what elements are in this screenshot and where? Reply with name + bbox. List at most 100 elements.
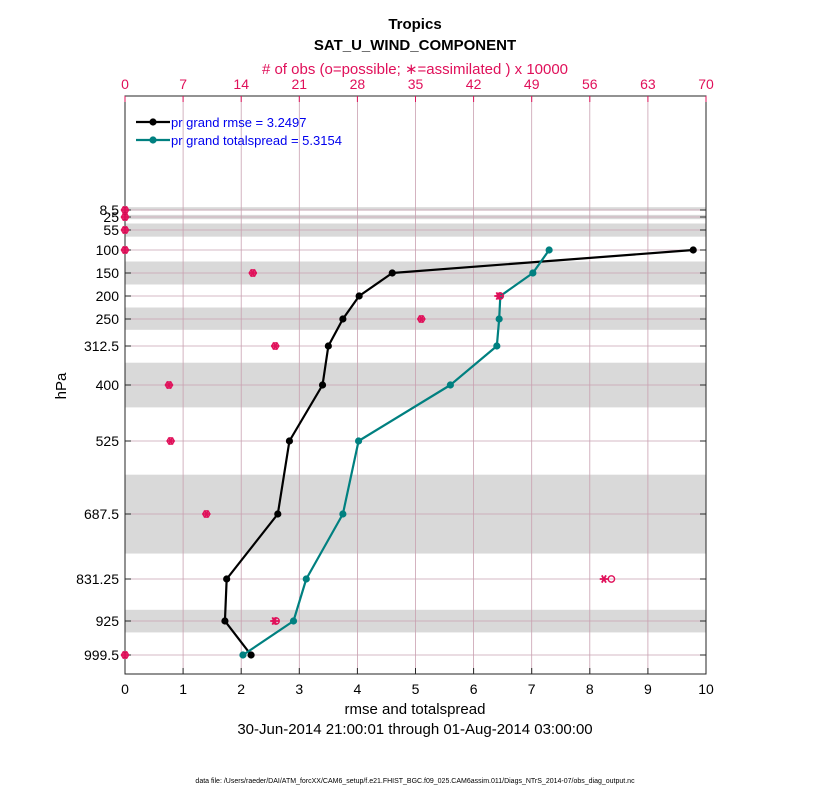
obs-assimilated-marker [599,574,609,584]
asterisk-stroke [167,436,174,446]
data-point-rmse [339,315,347,323]
obs-assimilated-marker [417,314,426,324]
y-tick-label: 25 [103,209,119,225]
top-tick-label: 0 [121,76,129,92]
obs-possible-marker [607,575,616,583]
obs-assimilated-marker [120,650,130,660]
asterisk-stroke [122,245,128,255]
asterisk-stroke [122,212,128,222]
obs-assimilated-marker [202,509,211,519]
asterisk-stroke [272,341,279,351]
x-tick-label: 8 [586,681,594,697]
data-point-rmse [221,617,229,625]
date-range: 30-Jun-2014 21:00:01 through 01-Aug-2014… [237,721,592,738]
asterisk-stroke [122,225,128,235]
obs-assimilated-marker [120,245,130,255]
obs-assimilated-marker [494,291,503,301]
asterisk-stroke [271,616,278,626]
data-point-totalspread [545,246,553,254]
asterisk-stroke [122,205,128,215]
x-tick-label: 2 [237,681,245,697]
x-tick-label: 4 [354,681,362,697]
data-point-totalspread [239,651,247,659]
data-point-totalspread [529,269,537,277]
legend: pr grand rmse = 3.2497 pr grand totalspr… [136,115,342,148]
x-tick-label: 7 [528,681,536,697]
asterisk-stroke [418,314,425,324]
y-tick-label: 312.5 [84,338,119,354]
y-tick-label: 400 [96,377,120,393]
top-tick-label: 14 [233,76,249,92]
x-tick-label: 3 [295,681,303,697]
obs-assimilated-marker [270,616,279,626]
data-point-totalspread [289,617,298,625]
obs-assimilated-marker [248,268,258,278]
obs-assimilated-marker [166,436,175,446]
axis-ticks: 0 1 2 3 4 5 6 7 8 9 100 7 14 21 28 35 42 49 56 63 708.525551… [76,76,714,697]
legend-rmse-marker [149,118,157,126]
obs-assimilated-marker [120,225,130,235]
y-tick-label: 999.5 [84,647,119,663]
y-tick-label: 200 [96,288,120,304]
obs-assimilated-marker [120,212,130,222]
data-point-totalspread [339,510,347,518]
obs-assimilated-marker [164,380,174,390]
data-point-totalspread [493,342,501,350]
asterisk-stroke [203,509,210,519]
y-tick-label: 150 [96,265,120,281]
top-tick-label: 70 [698,76,714,92]
top-tick-label: 21 [292,76,308,92]
x-tick-label: 1 [179,681,187,697]
legend-rmse-label: pr grand rmse = 3.2497 [171,115,307,130]
series-lines [221,246,697,659]
top-tick-label: 49 [524,76,540,92]
data-point-rmse [223,575,231,583]
grid-lines [125,96,706,674]
y-tick-label: 250 [96,311,120,327]
chart-title: Tropics [388,16,441,33]
top-tick-label: 42 [466,76,482,92]
legend-spread-marker [149,136,157,144]
y-tick-label: 8.5 [100,202,120,218]
y-tick-label: 100 [96,242,120,258]
data-point-rmse [285,437,294,445]
legend-spread-label: pr grand totalspread = 5.3154 [171,133,342,148]
data-point-rmse [324,342,332,350]
asterisk-stroke [495,291,502,301]
asterisk-stroke [166,380,172,390]
data-point-rmse [388,269,396,277]
top-axis-label: # of obs (o=possible; ∗=assimilated ) x … [262,61,568,78]
x-axis-label: rmse and totalspread [345,701,486,718]
chart-subtitle: SAT_U_WIND_COMPONENT [314,37,516,54]
top-tick-label: 56 [582,76,598,92]
data-point-totalspread [354,437,363,445]
obs-assimilated-marker [120,205,130,215]
top-tick-label: 7 [179,76,187,92]
top-tick-label: 35 [408,76,424,92]
data-point-rmse [689,246,697,254]
x-tick-label: 0 [121,681,129,697]
top-tick-label: 63 [640,76,656,92]
y-tick-label: 55 [103,222,119,238]
data-point-rmse [355,292,363,300]
data-point-totalspread [495,315,503,323]
data-point-rmse [318,381,327,389]
x-tick-label: 10 [698,681,714,697]
asterisk-stroke [122,650,128,660]
data-point-totalspread [446,381,454,389]
top-tick-label: 28 [350,76,366,92]
y-tick-label: 687.5 [84,506,119,522]
obs-assimilated-marker [271,341,280,351]
y-tick-label: 525 [96,433,120,449]
x-tick-label: 9 [644,681,652,697]
x-tick-label: 5 [412,681,420,697]
asterisk-stroke [249,268,256,278]
obs-count-markers [120,205,616,660]
x-tick-label: 6 [470,681,478,697]
y-tick-label: 831.25 [76,571,119,587]
data-point-rmse [247,651,255,659]
y-tick-label: 925 [96,613,120,629]
data-point-rmse [274,510,282,518]
